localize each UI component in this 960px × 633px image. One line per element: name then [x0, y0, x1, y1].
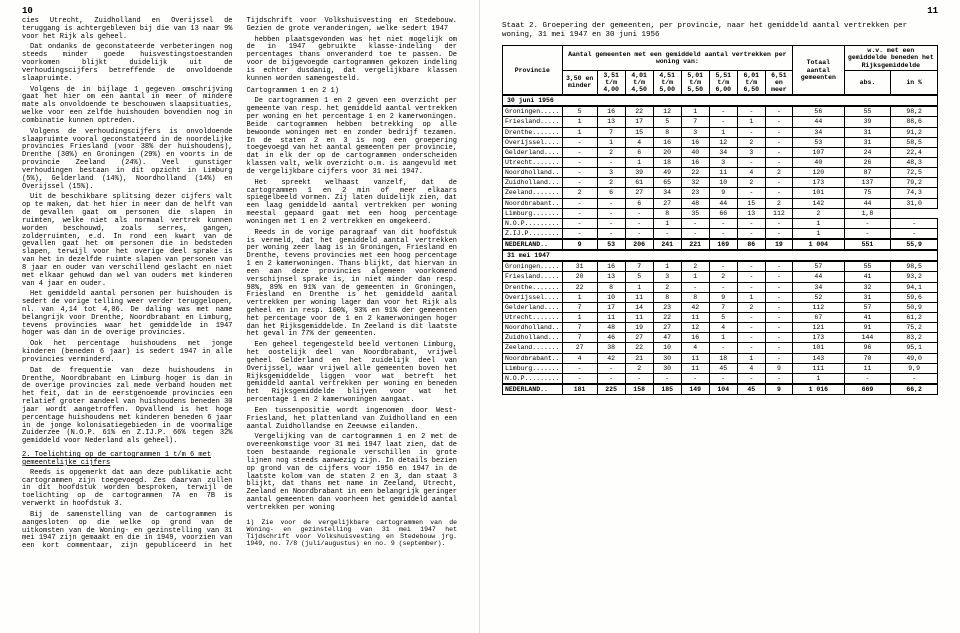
page-number-right: 11	[927, 6, 938, 16]
body-paragraph: Het spreekt welhaast vanzelf, dat de car…	[247, 180, 458, 227]
body-paragraph: cies Utrecht, Zuidholland en Overijssel …	[22, 18, 233, 41]
body-paragraph: Reeds is opgemerkt dat aan deze publikat…	[22, 470, 233, 509]
body-paragraph: Cartogrammen 1 en 2 1)	[247, 88, 458, 96]
left-text-columns: cies Utrecht, Zuidholland en Overijssel …	[22, 18, 457, 551]
body-paragraph: Dat de frequentie van deze huishoudens i…	[22, 368, 233, 446]
body-paragraph: Volgens de verhoudingscijfers is onvoldo…	[22, 129, 233, 192]
body-paragraph: Ook het percentage huishoudens met jonge…	[22, 341, 233, 364]
body-paragraph: Volgens de in bijlage 1 gegeven omschrij…	[22, 87, 233, 126]
body-paragraph: Dat ondanks de geconstateerde verbeterin…	[22, 44, 233, 83]
body-paragraph: Uit de beschikbare splitsing dezer cijfe…	[22, 194, 233, 288]
body-paragraph: hebben plaatsgevonden was het niet mogel…	[247, 37, 458, 84]
body-paragraph: Een tussenpositie wordt ingenomen door W…	[247, 408, 458, 431]
table-title: Staat 2. Groepering der gemeenten, per p…	[502, 22, 938, 39]
body-paragraph: Een geheel tegengesteld beeld vertonen L…	[247, 342, 458, 405]
section-heading: 2. Toelichting op de cartogrammen 1 t/m …	[22, 452, 233, 468]
body-paragraph: Het gemiddeld aantal personen per huisho…	[22, 291, 233, 338]
stat-table: ProvincieAantal gemeenten met een gemidd…	[502, 45, 938, 395]
footnote: 1) Zie voor de vergelijkbare cartogramme…	[247, 519, 458, 548]
body-paragraph: Vergelijking van de cartogrammen 1 en 2 …	[247, 434, 458, 512]
body-paragraph: De cartogrammen 1 en 2 geven een overzic…	[247, 98, 458, 176]
body-paragraph: Reeds in de vorige paragraaf van dit hoo…	[247, 230, 458, 340]
page-number-left: 10	[22, 6, 33, 16]
